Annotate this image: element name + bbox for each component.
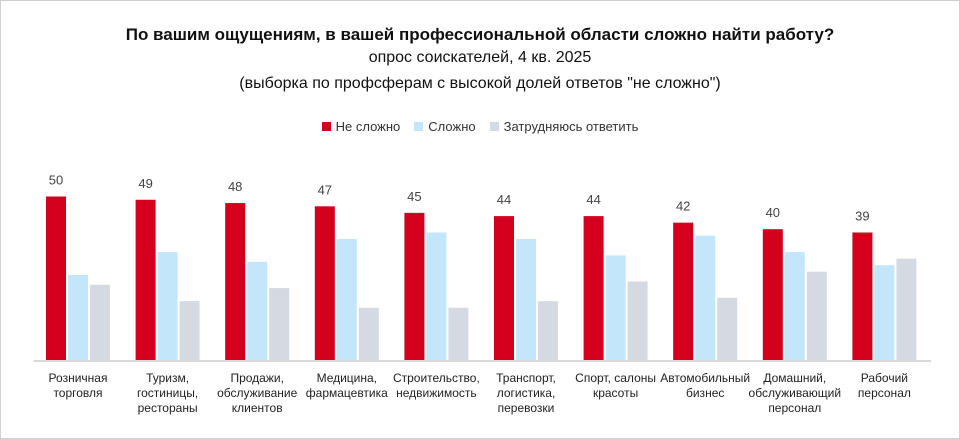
category-label: Розничная торговля xyxy=(48,371,108,400)
category-label: Продажи, обслуживание клиентов xyxy=(217,371,298,415)
category-label: Рабочий персонал xyxy=(857,371,911,400)
data-label: 39 xyxy=(855,208,869,223)
bar xyxy=(247,261,268,360)
bar xyxy=(516,239,536,360)
category-label: Туризм, гостиницы, рестораны xyxy=(137,371,199,415)
data-label: 40 xyxy=(766,205,780,220)
legend: Не сложно Сложно Затрудняюсь ответить xyxy=(1,119,959,134)
bar xyxy=(605,255,626,360)
legend-item: Затрудняюсь ответить xyxy=(489,119,639,134)
bar xyxy=(874,265,895,360)
legend-item: Не сложно xyxy=(321,119,401,134)
data-label: 48 xyxy=(228,179,242,194)
bar xyxy=(404,212,425,360)
legend-swatch xyxy=(489,122,499,131)
category-label: Спорт, салоны красоты xyxy=(575,371,656,400)
category-label: Домашний, обслуживающий персонал xyxy=(748,371,842,415)
legend-swatch xyxy=(414,122,424,131)
bar xyxy=(336,239,357,360)
bar xyxy=(538,301,558,360)
bar xyxy=(90,284,110,360)
bar xyxy=(494,216,514,360)
data-label: 45 xyxy=(407,189,421,204)
bar xyxy=(673,222,694,360)
legend-label: Сложно xyxy=(428,119,476,134)
bar xyxy=(695,235,716,360)
bar xyxy=(426,232,447,360)
data-label: 44 xyxy=(497,192,511,207)
bar xyxy=(762,229,783,360)
chart-title: По вашим ощущениям, в вашей профессионал… xyxy=(125,25,835,44)
bar xyxy=(179,301,200,360)
bar xyxy=(314,206,335,360)
bar xyxy=(784,252,805,360)
bar xyxy=(46,196,66,360)
bar xyxy=(358,307,379,360)
bar xyxy=(225,203,246,360)
legend-item: Сложно xyxy=(414,119,476,134)
legend-swatch xyxy=(321,122,331,131)
legend-label: Затрудняюсь ответить xyxy=(503,119,639,134)
bar xyxy=(852,232,873,360)
category-label: Медицина, фармацевтика xyxy=(305,371,388,400)
data-label: 44 xyxy=(586,192,600,207)
data-label: 50 xyxy=(49,173,63,188)
bar xyxy=(896,258,917,360)
legend-label: Не сложно xyxy=(335,119,401,134)
bar xyxy=(157,252,178,360)
category-label: Транспорт, логистика, перевозки xyxy=(496,371,556,415)
bar xyxy=(627,281,648,360)
data-label: 49 xyxy=(138,176,152,191)
bar xyxy=(717,297,738,360)
bar xyxy=(583,216,604,360)
chart-subtitle: опрос соискателей, 4 кв. 2025 xyxy=(368,49,592,66)
bar xyxy=(135,199,156,360)
data-label: 42 xyxy=(676,199,690,214)
data-label: 47 xyxy=(318,182,332,197)
category-label: Автомобильный бизнес xyxy=(660,371,751,400)
bar xyxy=(448,307,469,360)
chart-note: (выборка по профсферам с высокой долей о… xyxy=(239,75,721,92)
bar xyxy=(269,288,290,360)
category-label: Строительство, недвижимость xyxy=(392,371,480,400)
bar xyxy=(806,271,827,360)
bar xyxy=(68,274,88,360)
